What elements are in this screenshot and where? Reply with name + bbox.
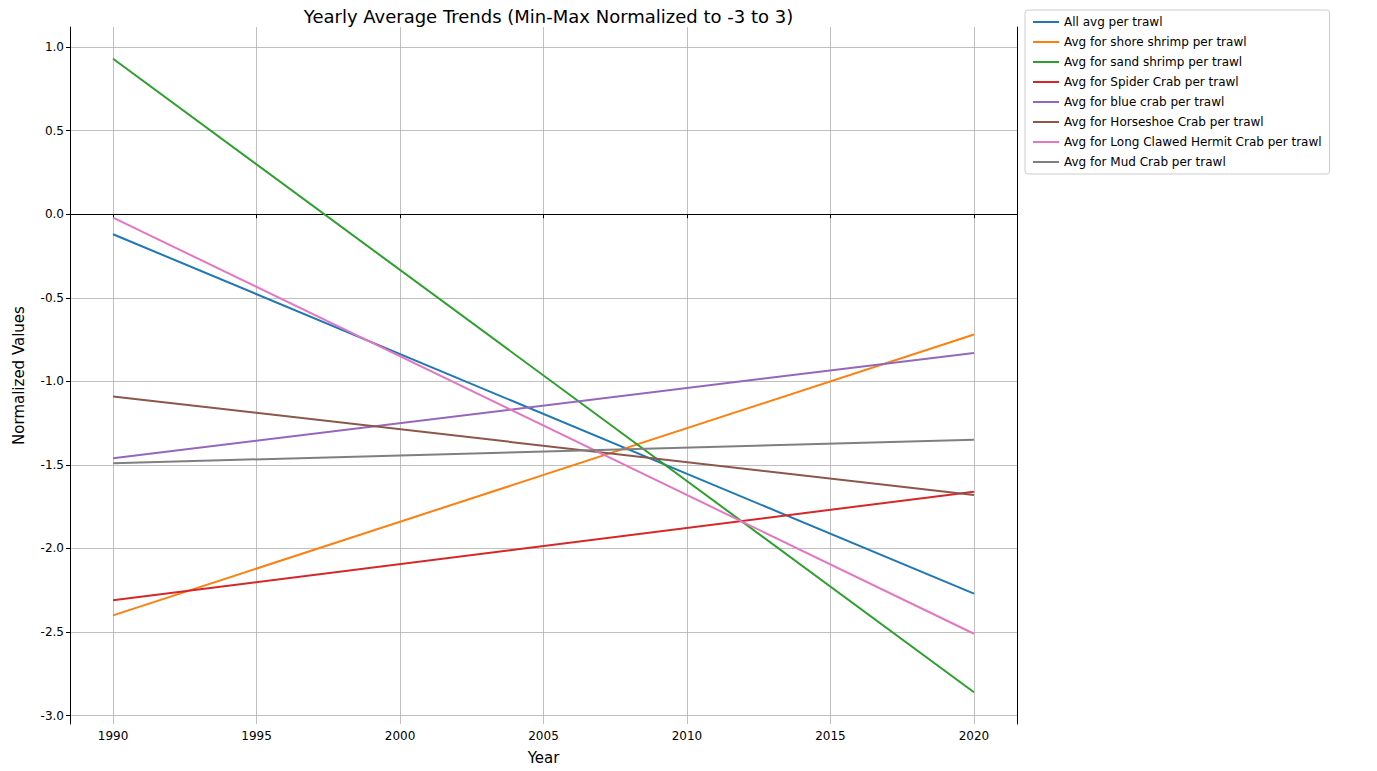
svg-text:Avg for Mud Crab per trawl: Avg for Mud Crab per trawl <box>1064 155 1226 169</box>
svg-text:1990: 1990 <box>98 729 129 743</box>
svg-text:Avg for Spider Crab per trawl: Avg for Spider Crab per trawl <box>1064 75 1239 89</box>
svg-text:1.0: 1.0 <box>45 40 64 54</box>
svg-text:-0.5: -0.5 <box>41 291 64 305</box>
svg-text:Avg for sand shrimp per trawl: Avg for sand shrimp per trawl <box>1064 55 1242 69</box>
svg-text:-3.0: -3.0 <box>41 709 64 723</box>
svg-text:All avg per trawl: All avg per trawl <box>1064 15 1162 29</box>
svg-text:-2.5: -2.5 <box>41 625 64 639</box>
svg-text:Avg for Horseshoe Crab per tra: Avg for Horseshoe Crab per trawl <box>1064 115 1264 129</box>
svg-text:2000: 2000 <box>385 729 416 743</box>
svg-text:2005: 2005 <box>528 729 559 743</box>
svg-text:Avg for shore shrimp per trawl: Avg for shore shrimp per trawl <box>1064 35 1247 49</box>
svg-text:Year: Year <box>527 749 561 767</box>
svg-text:-1.5: -1.5 <box>41 458 64 472</box>
svg-text:0.5: 0.5 <box>45 124 64 138</box>
svg-text:0.0: 0.0 <box>45 207 64 221</box>
svg-text:1995: 1995 <box>241 729 272 743</box>
svg-text:Yearly Average Trends (Min-Max: Yearly Average Trends (Min-Max Normalize… <box>303 6 793 27</box>
svg-text:Normalized Values: Normalized Values <box>10 306 28 445</box>
svg-text:-2.0: -2.0 <box>41 541 64 555</box>
svg-text:2020: 2020 <box>959 729 990 743</box>
svg-text:2010: 2010 <box>672 729 703 743</box>
svg-text:Avg for blue crab per trawl: Avg for blue crab per trawl <box>1064 95 1224 109</box>
svg-text:Avg for Long Clawed Hermit Cra: Avg for Long Clawed Hermit Crab per traw… <box>1064 135 1322 149</box>
svg-text:2015: 2015 <box>815 729 846 743</box>
svg-text:-1.0: -1.0 <box>41 374 64 388</box>
